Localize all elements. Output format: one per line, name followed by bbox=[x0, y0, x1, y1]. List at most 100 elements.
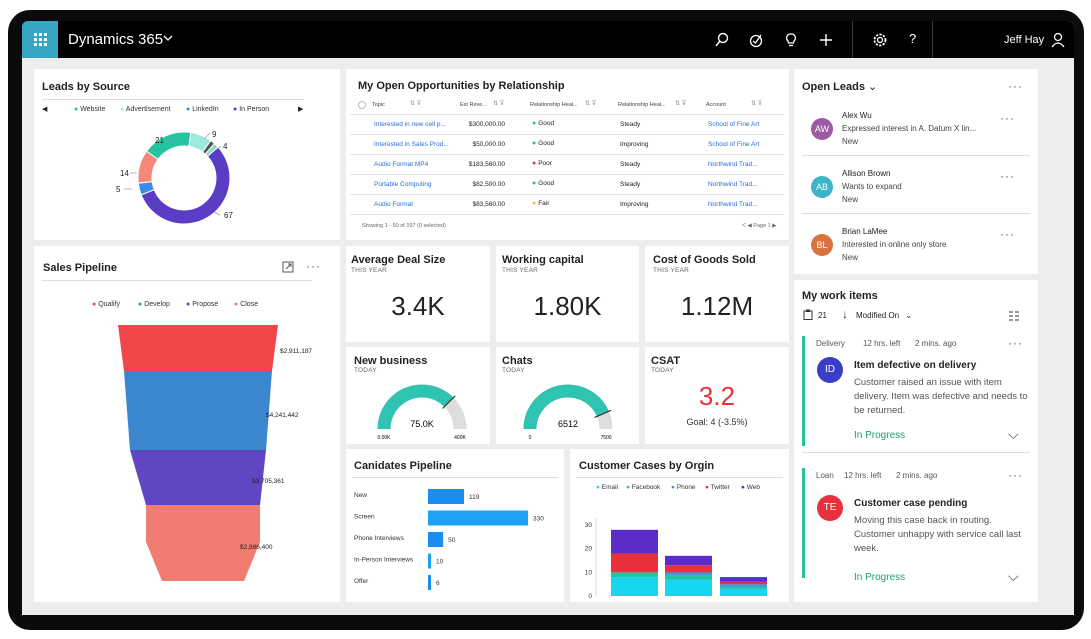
column-header-est-revenue[interactable]: Est Reve... bbox=[460, 102, 487, 108]
legend-in-person[interactable]: ● In Person bbox=[233, 106, 270, 113]
chevron-down-icon[interactable]: ⌵ bbox=[1008, 568, 1019, 584]
topic-link[interactable]: Portable Computing bbox=[374, 181, 432, 188]
sort-filter-icon[interactable]: ⇅ ⊽ bbox=[675, 101, 687, 107]
lead-item[interactable]: AB Allison Brown Wants to expand New ··· bbox=[794, 157, 1038, 215]
sort-arrow-icon[interactable]: ↓ bbox=[842, 307, 848, 321]
list-options-icon[interactable] bbox=[1008, 310, 1020, 322]
topic-link[interactable]: Interested in Sales Prod... bbox=[374, 141, 449, 148]
legend-linkedin[interactable]: ● LinkedIn bbox=[186, 106, 219, 113]
card-title[interactable]: Open Leads ⌄ bbox=[802, 81, 878, 93]
sort-filter-icon[interactable]: ⇅ ⊽ bbox=[751, 101, 763, 107]
kpi-average-deal-size[interactable]: Average Deal Size THIS YEAR 3.4K bbox=[346, 246, 490, 342]
column-header-topic[interactable]: Topic bbox=[372, 102, 385, 108]
legend-phone[interactable]: ● Phone bbox=[671, 484, 696, 491]
bar[interactable] bbox=[428, 489, 465, 504]
legend-email[interactable]: ● Email bbox=[596, 484, 619, 491]
user-name[interactable]: Jeff Hay bbox=[1004, 34, 1045, 46]
table-row[interactable]: Interested in Sales Prod... $50,000.00 ● G… bbox=[350, 134, 785, 154]
funnel-stage-close[interactable] bbox=[146, 505, 260, 581]
account-link[interactable]: School of Fine Art bbox=[708, 141, 760, 148]
funnel-stage-develop[interactable] bbox=[124, 371, 272, 450]
legend-advertisement[interactable]: ● Advertisement bbox=[120, 106, 171, 113]
topic-link[interactable]: Interested in new cell p... bbox=[374, 121, 446, 128]
csat-card[interactable]: CSAT TODAY 3.2 Goal: 4 (-3.5%) bbox=[645, 347, 789, 444]
account-link[interactable]: Northwind Trad... bbox=[708, 181, 758, 188]
legend-close[interactable]: ● Close bbox=[234, 301, 259, 308]
chevron-down-icon[interactable] bbox=[162, 32, 174, 44]
sort-dropdown[interactable]: Modified On ⌄ bbox=[856, 311, 913, 320]
bar[interactable] bbox=[428, 532, 444, 547]
account-link[interactable]: Northwind Trad... bbox=[708, 161, 758, 168]
lead-item[interactable]: BL Brian LaMee Interested in online only s… bbox=[794, 215, 1038, 273]
bar-segment-email[interactable] bbox=[665, 579, 712, 596]
segment-website[interactable] bbox=[145, 131, 192, 161]
column-header-relationship-trend[interactable]: Relationship Heal... bbox=[618, 102, 666, 108]
kpi-working-capital[interactable]: Working capital THIS YEAR 1.80K bbox=[496, 246, 639, 342]
lightbulb-icon[interactable] bbox=[782, 31, 800, 49]
bar-segment-email[interactable] bbox=[720, 588, 767, 596]
more-options-icon[interactable]: ··· bbox=[1000, 111, 1015, 125]
column-header-account[interactable]: Account bbox=[706, 102, 726, 108]
bar-segment-phone[interactable] bbox=[665, 572, 712, 575]
account-link[interactable]: School of Fine Art bbox=[708, 121, 760, 128]
bar-segment-twitter[interactable] bbox=[611, 553, 658, 573]
legend-website[interactable]: ● Website bbox=[74, 106, 106, 113]
help-icon[interactable]: ? bbox=[909, 31, 917, 46]
column-header-relationship-health[interactable]: Relationship Heal... bbox=[530, 102, 578, 108]
bar-segment-email[interactable] bbox=[611, 577, 658, 596]
select-all-checkbox[interactable] bbox=[356, 99, 374, 111]
bar-segment-twitter[interactable] bbox=[665, 565, 712, 573]
gauge-chats[interactable]: Chats TODAY 6512 0 7500 bbox=[496, 347, 639, 444]
legend-qualify[interactable]: ● Qualify bbox=[92, 301, 120, 308]
legend-facebook[interactable]: ● Facebook bbox=[626, 484, 661, 491]
plus-icon[interactable] bbox=[817, 31, 835, 49]
work-item[interactable]: Delivery 12 hrs. left 2 mins. ago ··· ID Item… bbox=[794, 330, 1038, 454]
sort-filter-icon[interactable]: ⇅ ⊽ bbox=[585, 101, 597, 107]
more-options-icon[interactable]: ··· bbox=[1008, 336, 1023, 350]
expand-icon[interactable] bbox=[282, 261, 294, 273]
legend-develop[interactable]: ● Develop bbox=[138, 301, 170, 308]
more-options-icon[interactable]: ··· bbox=[1008, 468, 1023, 482]
table-row[interactable]: Portable Computing $82,500.00 ● Good Steady… bbox=[350, 174, 785, 194]
segment-other[interactable] bbox=[137, 150, 159, 184]
legend-propose[interactable]: ● Propose bbox=[186, 301, 219, 308]
search-icon[interactable] bbox=[713, 31, 731, 49]
waffle-icon[interactable] bbox=[22, 21, 58, 58]
person-icon[interactable] bbox=[1049, 31, 1067, 49]
table-row[interactable]: Audio Format MP4 $183,560.00 ● Poor Steady N… bbox=[350, 154, 785, 174]
funnel-stage-propose[interactable] bbox=[130, 450, 266, 505]
kpi-cost-of-goods-sold[interactable]: Cost of Goods Sold THIS YEAR 1.12M bbox=[645, 246, 789, 342]
legend-web[interactable]: ● Web bbox=[741, 484, 760, 491]
lead-item[interactable]: AW Alex Wu Expressed interest in A. Datum … bbox=[794, 99, 1038, 157]
account-link[interactable]: Northwind Trad... bbox=[708, 201, 758, 208]
bar[interactable] bbox=[428, 553, 432, 569]
bar-segment-phone[interactable] bbox=[720, 584, 767, 587]
more-options-icon[interactable]: ··· bbox=[1008, 79, 1023, 93]
pager[interactable]: ᐸ ◀ Page 1 ▶ bbox=[742, 223, 777, 229]
bar-segment-twitter[interactable] bbox=[720, 581, 767, 585]
chevron-right-icon[interactable]: ▶ bbox=[298, 106, 304, 113]
sort-filter-icon[interactable]: ⇅ ⊽ bbox=[410, 101, 422, 107]
task-icon[interactable] bbox=[747, 31, 765, 49]
sort-filter-icon[interactable]: ⇅ ⊽ bbox=[493, 101, 505, 107]
app-title[interactable]: Dynamics 365 bbox=[68, 31, 164, 48]
topic-link[interactable]: Audio Format MP4 bbox=[374, 161, 429, 168]
bar[interactable] bbox=[428, 510, 528, 526]
bar[interactable] bbox=[428, 575, 431, 590]
more-options-icon[interactable]: ··· bbox=[1000, 169, 1015, 183]
table-row[interactable]: Audio Format $83,560.00 ● Fair Improving Nor… bbox=[350, 194, 785, 214]
segment-in-person[interactable] bbox=[140, 146, 231, 225]
more-options-icon[interactable]: ··· bbox=[1000, 227, 1015, 241]
funnel-stage-qualify[interactable] bbox=[118, 325, 278, 371]
gauge-new-business[interactable]: New business TODAY 75.0K 0.00K 400K bbox=[346, 347, 490, 444]
bar-segment-web[interactable] bbox=[720, 577, 767, 582]
legend-twitter[interactable]: ● Twitter bbox=[705, 484, 730, 491]
bar-segment-facebook[interactable] bbox=[720, 586, 767, 589]
work-item[interactable]: Loan 12 hrs. left 2 mins. ago ··· TE Customer… bbox=[794, 462, 1038, 586]
bar-segment-web[interactable] bbox=[611, 529, 658, 554]
bar-segment-web[interactable] bbox=[665, 555, 712, 566]
table-row[interactable]: Interested in new cell p... $300,000.00 ● … bbox=[350, 114, 785, 134]
gear-icon[interactable] bbox=[871, 31, 889, 49]
chevron-down-icon[interactable]: ⌵ bbox=[1008, 426, 1019, 442]
topic-link[interactable]: Audio Format bbox=[374, 201, 414, 208]
